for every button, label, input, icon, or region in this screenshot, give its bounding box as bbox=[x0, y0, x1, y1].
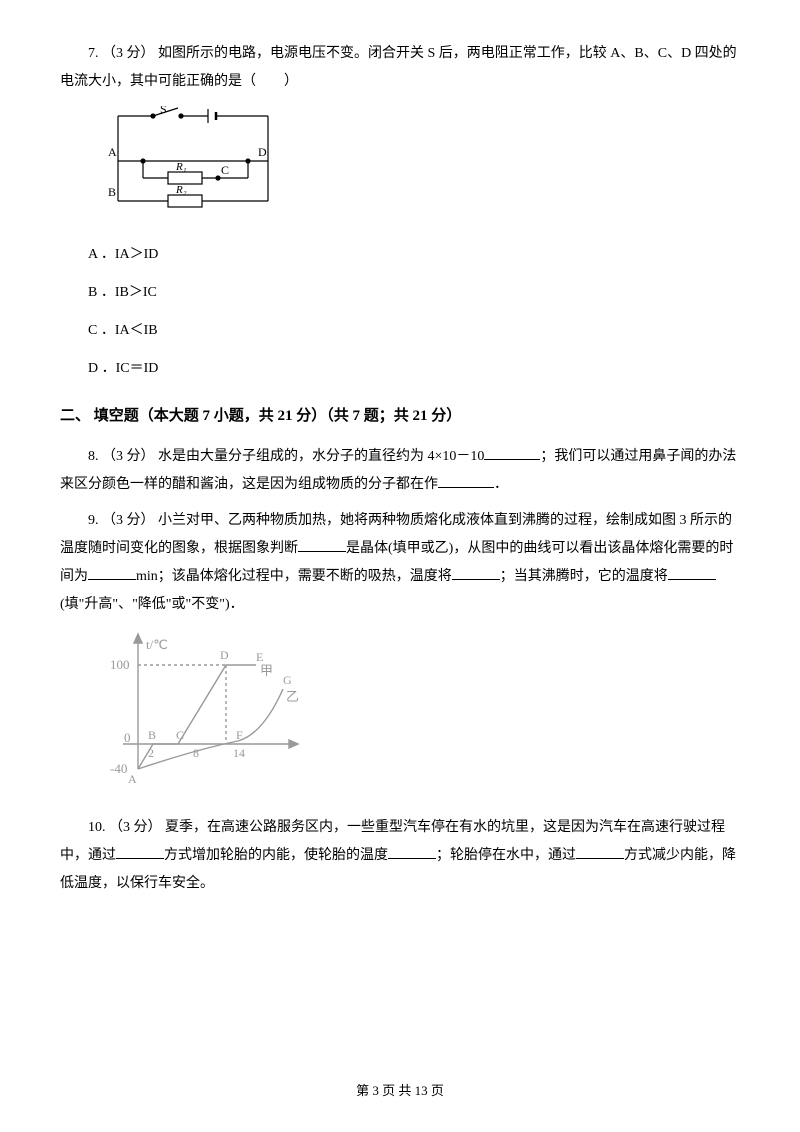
q10-blank1 bbox=[116, 845, 164, 859]
q9-stem: 9. （3 分） 小兰对甲、乙两种物质加热，她将两种物质熔化成液体直到沸腾的过程… bbox=[60, 507, 740, 619]
q7-stem: 7. （3 分） 如图所示的电路，电源电压不变。闭合开关 S 后，两电阻正常工作… bbox=[60, 40, 740, 96]
q10-blank2 bbox=[388, 845, 436, 859]
pt-B: B bbox=[148, 728, 156, 742]
q9-text5: (填"升高"、"降低"或"不变")． bbox=[60, 597, 244, 612]
series-jia: 甲 bbox=[260, 663, 273, 678]
pt-G: G bbox=[283, 673, 292, 687]
circuit-diagram: S A D B C R₁ R₂ bbox=[108, 106, 740, 227]
label-D: D bbox=[258, 145, 267, 159]
footer-total: 13 bbox=[415, 1083, 428, 1098]
q9-blank4 bbox=[668, 566, 716, 580]
pt-D: D bbox=[220, 648, 229, 662]
label-C: C bbox=[221, 163, 229, 177]
label-S: S bbox=[160, 106, 167, 116]
pt-E: E bbox=[256, 650, 263, 664]
q9-text3: min；该晶体熔化过程中，需要不断的吸热，温度将 bbox=[136, 569, 452, 584]
q7-opt-a: A ．IA＞ID bbox=[60, 241, 740, 269]
temperature-graph: 100 0 -40 2 8 14 t/℃ A B C D E F G 甲 乙 bbox=[108, 629, 740, 800]
ytick-n40: -40 bbox=[110, 761, 127, 776]
q8-stem: 8. （3 分） 水是由大量分子组成的，水分子的直径约为 4×10－10；我们可… bbox=[60, 443, 740, 499]
q7-opt-c: C ．IA＜IB bbox=[60, 317, 740, 345]
xtick-8: 8 bbox=[193, 746, 199, 760]
label-R2: R₂ bbox=[175, 184, 187, 196]
footer-mid: 页 共 bbox=[379, 1083, 415, 1098]
q8-blank2 bbox=[438, 474, 494, 488]
q10-text2: 方式增加轮胎的内能，使轮胎的温度 bbox=[164, 848, 388, 863]
q10-text3: ；轮胎停在水中，通过 bbox=[436, 848, 576, 863]
ytick-0: 0 bbox=[124, 730, 131, 745]
pt-A: A bbox=[128, 772, 137, 786]
footer-suffix: 页 bbox=[428, 1083, 444, 1098]
section2-title: 二、 填空题（本大题 7 小题，共 21 分）（共 7 题；共 21 分） bbox=[60, 401, 740, 431]
q10-number: 10. bbox=[88, 820, 106, 835]
xtick-14: 14 bbox=[233, 746, 245, 760]
q9-blank2 bbox=[88, 566, 136, 580]
footer-prefix: 第 bbox=[356, 1083, 372, 1098]
q7-text: 如图所示的电路，电源电压不变。闭合开关 S 后，两电阻正常工作，比较 A、B、C… bbox=[60, 46, 737, 89]
pt-C: C bbox=[176, 728, 184, 742]
q8-points: （3 分） bbox=[102, 449, 155, 464]
label-B: B bbox=[108, 185, 116, 199]
label-A: A bbox=[108, 145, 117, 159]
q9-blank3 bbox=[452, 566, 500, 580]
q8-text3: ． bbox=[494, 477, 508, 492]
y-axis-label: t/℃ bbox=[146, 637, 168, 652]
q9-blank1 bbox=[298, 538, 346, 552]
q7-number: 7. bbox=[88, 46, 99, 61]
q9-text4: ；当其沸腾时，它的温度将 bbox=[500, 569, 668, 584]
q10-points: （3 分） bbox=[109, 820, 162, 835]
page-footer: 第 3 页 共 13 页 bbox=[0, 1078, 800, 1104]
q8-blank1 bbox=[484, 446, 540, 460]
q7-opt-b: B ．IB＞IC bbox=[60, 279, 740, 307]
q9-points: （3 分） bbox=[102, 513, 155, 528]
label-R1: R₁ bbox=[175, 161, 187, 173]
q8-number: 8. bbox=[88, 449, 99, 464]
series-yi: 乙 bbox=[286, 689, 299, 704]
q7-points: （3 分） bbox=[102, 46, 155, 61]
q8-text1: 水是由大量分子组成的，水分子的直径约为 4×10－10 bbox=[158, 449, 484, 464]
ytick-100: 100 bbox=[110, 657, 130, 672]
q9-number: 9. bbox=[88, 513, 99, 528]
q10-stem: 10. （3 分） 夏季，在高速公路服务区内，一些重型汽车停在有水的坑里，这是因… bbox=[60, 814, 740, 898]
pt-F: F bbox=[236, 728, 243, 742]
q7-opt-d: D ．IC＝ID bbox=[60, 355, 740, 383]
q10-blank3 bbox=[576, 845, 624, 859]
